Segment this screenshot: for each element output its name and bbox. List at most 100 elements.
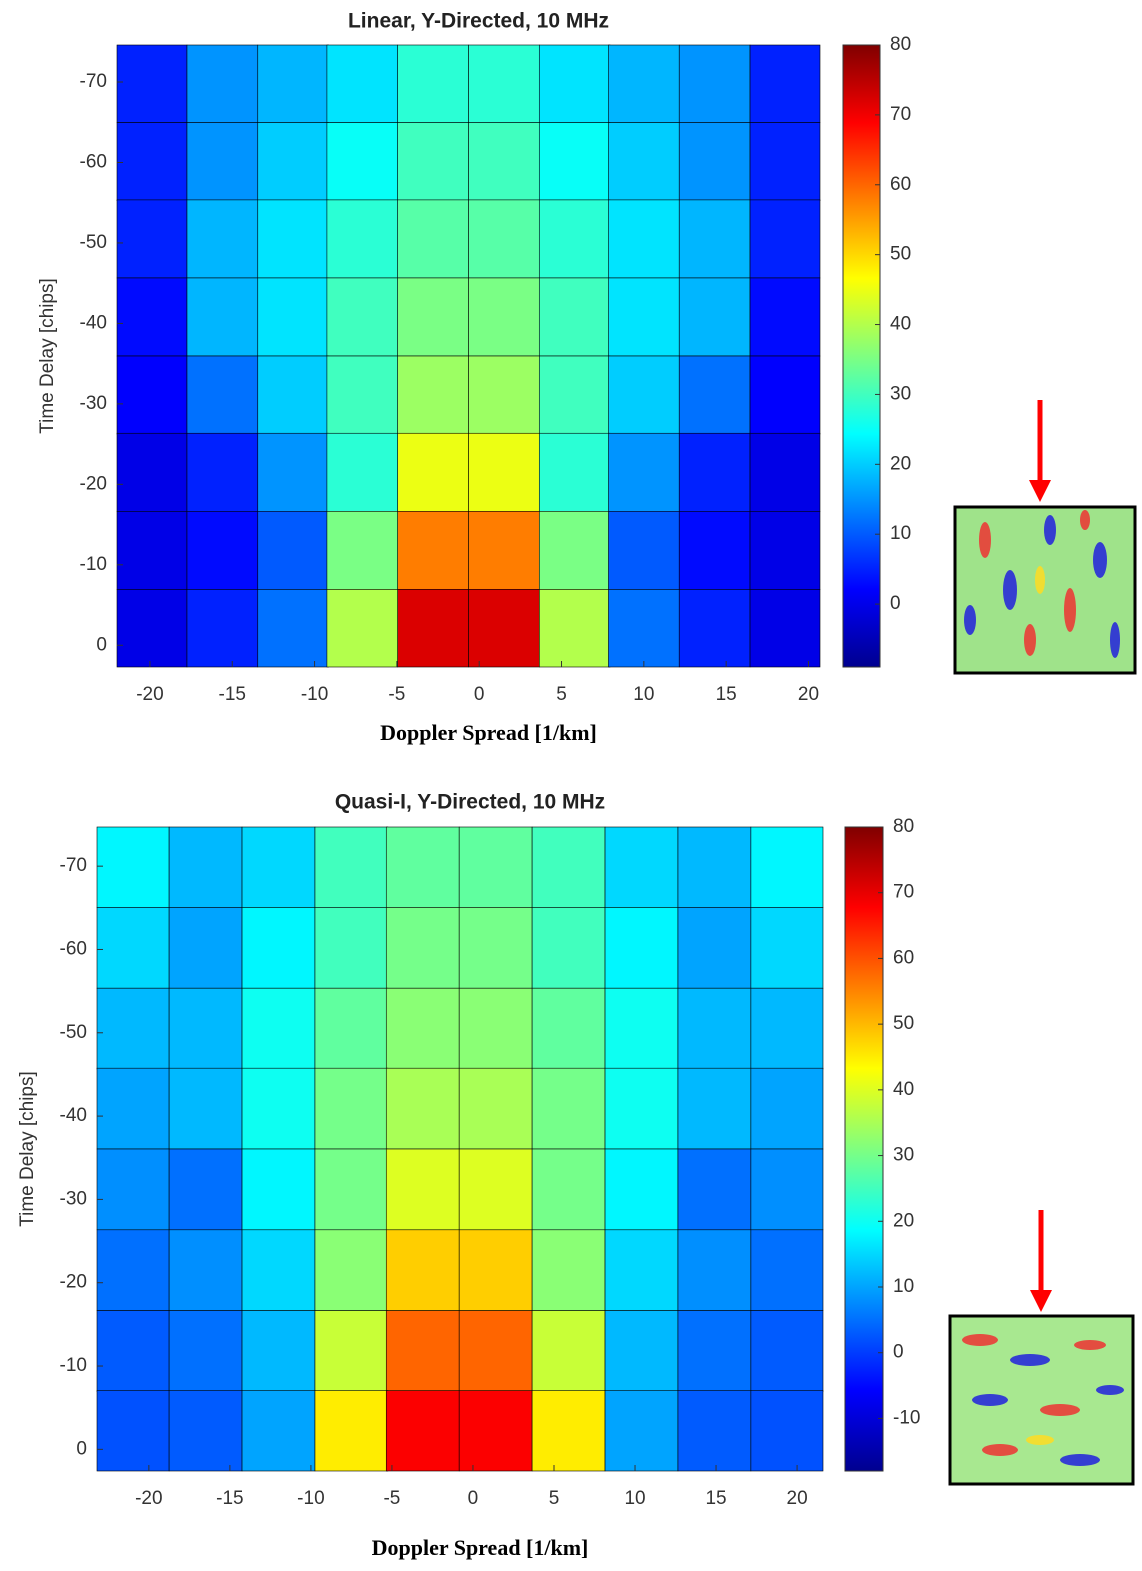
x-tick-label: 15 — [716, 684, 737, 705]
heat-cell — [385, 1390, 460, 1472]
heat-cell — [750, 826, 824, 908]
heat-cell — [531, 1310, 606, 1392]
heat-cell — [608, 589, 680, 668]
heat-cell — [678, 589, 751, 668]
heat-cell — [750, 1390, 824, 1472]
heat-cell — [750, 1229, 824, 1311]
heat-cell — [326, 510, 399, 590]
plot-area — [96, 826, 824, 1472]
heat-cell — [677, 907, 752, 989]
heat-cell — [458, 1390, 533, 1472]
x-tick-label: -15 — [219, 684, 246, 705]
heat-cell — [314, 1390, 389, 1472]
heat-cell — [96, 1390, 170, 1472]
heat-cell — [749, 44, 821, 123]
x-tick-label: 20 — [798, 684, 819, 705]
heat-cell — [96, 1148, 170, 1231]
colorbar-tick-label: 70 — [893, 882, 914, 903]
heat-cell — [608, 277, 680, 357]
colorbar-tick-label: 10 — [890, 523, 911, 544]
heat-cell — [241, 987, 316, 1070]
heat-cell — [458, 826, 533, 908]
heat-cell — [257, 589, 329, 668]
heat-cell — [468, 432, 540, 512]
heat-cell — [458, 1229, 533, 1311]
heat-cell — [531, 1229, 606, 1311]
y-tick-label: -30 — [60, 1188, 87, 1209]
heat-cell — [257, 355, 329, 435]
heat-cell — [186, 199, 259, 279]
x-tick-label: 20 — [787, 1488, 808, 1509]
heat-cell — [678, 277, 751, 357]
x-tick-label: -5 — [388, 684, 405, 705]
x-tick-label: -15 — [216, 1488, 243, 1509]
y-tick-label: -70 — [60, 855, 87, 876]
heat-cell — [168, 1229, 243, 1311]
heat-cell — [531, 1067, 606, 1150]
inset-2 — [948, 1210, 1135, 1486]
colorbar — [844, 826, 884, 1472]
y-axis-label: Time Delay [chips] — [17, 1071, 38, 1227]
heat-cell — [468, 510, 540, 590]
heat-cell — [749, 510, 821, 590]
heat-cell — [608, 432, 680, 512]
x-axis-label: Doppler Spread [1/km] — [380, 720, 597, 745]
heat-cell — [468, 355, 540, 435]
colorbar-tick-label: 40 — [893, 1079, 914, 1100]
heat-cell — [677, 826, 752, 908]
heat-cell — [186, 589, 259, 668]
y-tick-label: 0 — [96, 634, 107, 655]
heat-cell — [397, 432, 469, 512]
colorbar — [842, 44, 881, 668]
heat-cell — [385, 1067, 460, 1150]
x-tick-label: 5 — [549, 1488, 560, 1509]
x-tick-label: 10 — [633, 684, 654, 705]
heat-cell — [96, 1229, 170, 1311]
heat-cell — [241, 1067, 316, 1150]
y-tick-label: -70 — [80, 71, 107, 92]
heat-cell — [257, 277, 329, 357]
heat-cell — [749, 277, 821, 357]
heat-cell — [531, 826, 606, 908]
heat-cell — [677, 1148, 752, 1231]
heat-cell — [326, 355, 399, 435]
heat-cell — [538, 44, 611, 123]
heat-cell — [116, 277, 188, 357]
x-axis-label: Doppler Spread [1/km] — [372, 1535, 589, 1560]
heat-cell — [468, 589, 540, 668]
heat-cell — [168, 1390, 243, 1472]
heat-cell — [677, 1067, 752, 1150]
heat-cell — [186, 432, 259, 512]
heat-cell — [257, 199, 329, 279]
heat-cell — [116, 44, 188, 123]
heat-cell — [186, 122, 259, 202]
x-tick-label: -20 — [136, 684, 163, 705]
heat-cell — [314, 907, 389, 989]
heat-cell — [531, 907, 606, 989]
colorbar-tick-label: 30 — [890, 383, 911, 404]
heat-cell — [397, 589, 469, 668]
heat-cell — [538, 510, 611, 590]
heat-cell — [116, 122, 188, 202]
y-tick-label: -60 — [60, 938, 87, 959]
heat-cell — [168, 987, 243, 1070]
y-tick-label: -20 — [60, 1272, 87, 1293]
colorbar-tick-label: 80 — [890, 34, 911, 55]
heat-cell — [538, 122, 611, 202]
x-tick-label: -10 — [301, 684, 328, 705]
heat-cell — [604, 907, 679, 989]
heat-cell — [604, 987, 679, 1070]
heat-cell — [604, 1229, 679, 1311]
heat-cell — [116, 199, 188, 279]
heat-cell — [326, 589, 399, 668]
heat-cell — [749, 589, 821, 668]
y-tick-label: -40 — [80, 312, 107, 333]
heat-cell — [241, 826, 316, 908]
heat-cell — [538, 199, 611, 279]
heat-cell — [468, 199, 540, 279]
heat-cell — [538, 355, 611, 435]
heat-cell — [314, 1310, 389, 1392]
heat-cell — [186, 355, 259, 435]
heat-cell — [397, 122, 469, 202]
heat-cell — [538, 277, 611, 357]
